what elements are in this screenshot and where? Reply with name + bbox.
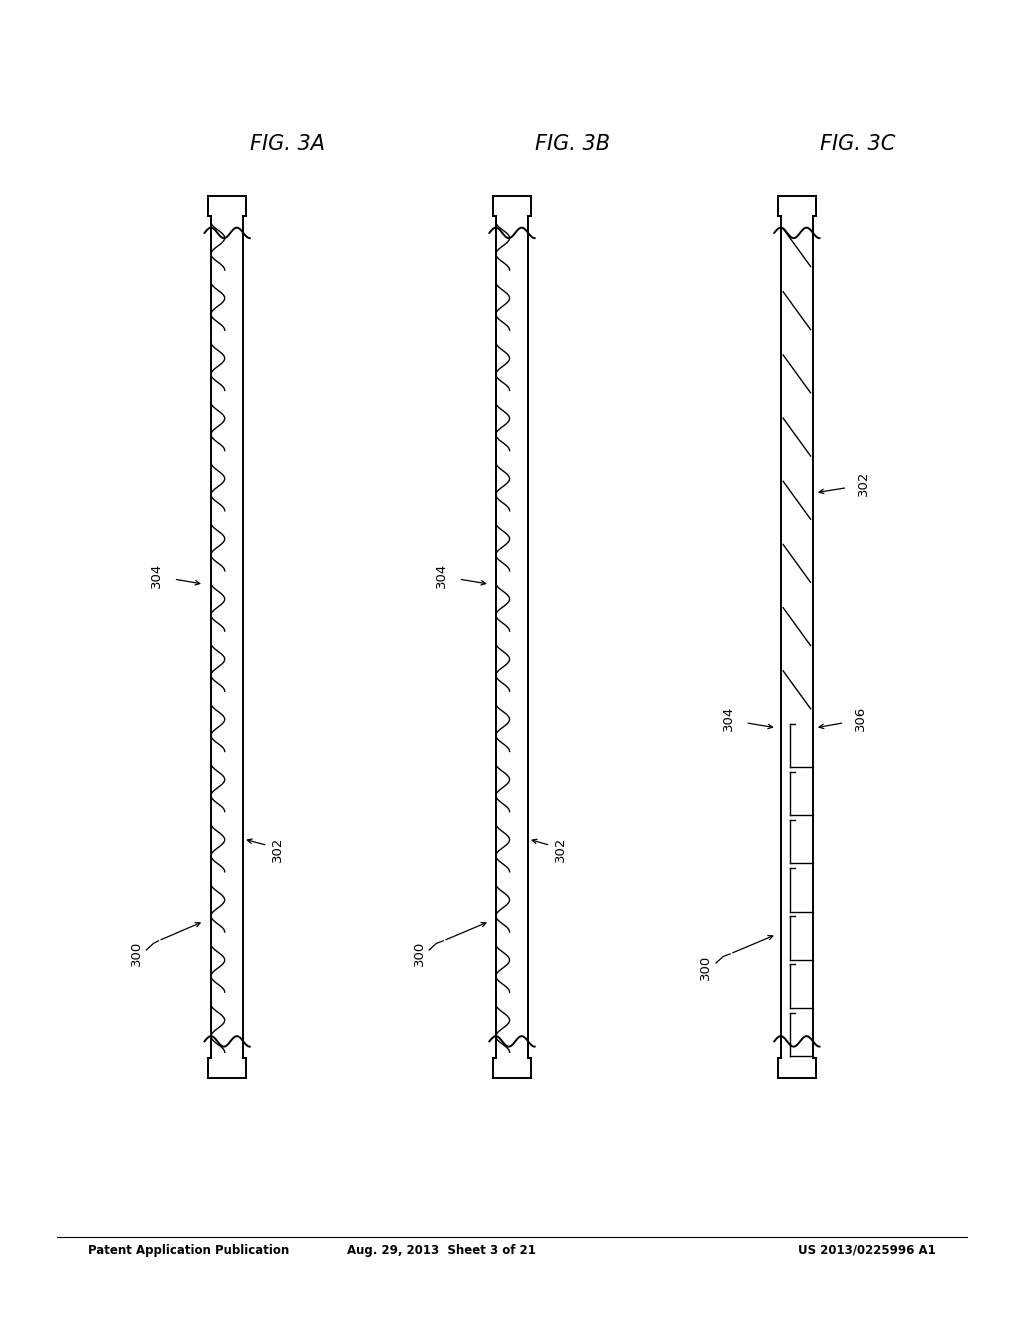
Text: 300: 300 bbox=[413, 941, 426, 966]
Text: FIG. 3A: FIG. 3A bbox=[250, 135, 326, 154]
Text: 304: 304 bbox=[150, 562, 163, 587]
Text: 300: 300 bbox=[130, 941, 142, 966]
Text: Patent Application Publication: Patent Application Publication bbox=[88, 1243, 289, 1257]
Text: 306: 306 bbox=[854, 706, 867, 731]
Text: 302: 302 bbox=[857, 471, 870, 496]
Text: FIG. 3B: FIG. 3B bbox=[536, 135, 610, 154]
Text: 302: 302 bbox=[271, 837, 284, 862]
Text: Aug. 29, 2013  Sheet 3 of 21: Aug. 29, 2013 Sheet 3 of 21 bbox=[347, 1243, 536, 1257]
Text: 302: 302 bbox=[554, 837, 567, 862]
Text: US 2013/0225996 A1: US 2013/0225996 A1 bbox=[799, 1243, 936, 1257]
Text: 300: 300 bbox=[699, 954, 713, 979]
Text: 304: 304 bbox=[722, 706, 734, 731]
Text: FIG. 3C: FIG. 3C bbox=[820, 135, 895, 154]
Text: 304: 304 bbox=[435, 562, 447, 587]
